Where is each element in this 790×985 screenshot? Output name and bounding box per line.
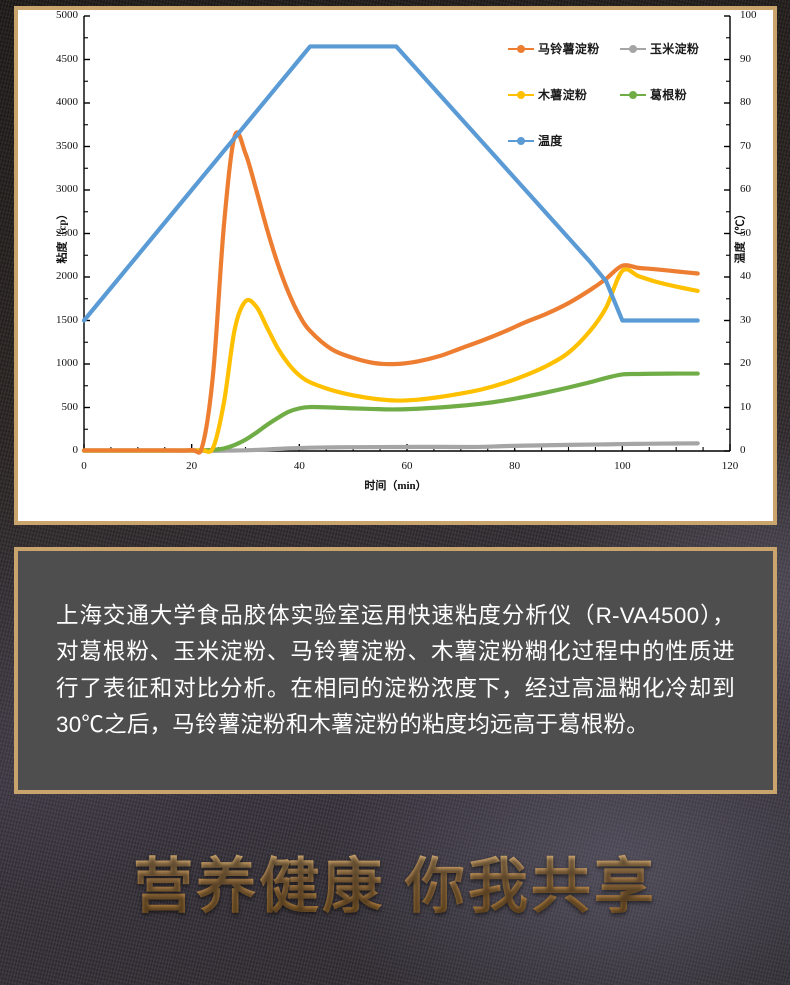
- viscosity-temperature-line-chart: [81, 15, 731, 455]
- chart-area: 粘度（cp） 温度（℃） 时间（min） 0 500 1000 1500 2000 250…: [18, 9, 773, 521]
- y-axis-left-tick: 500: [61, 400, 79, 413]
- legend-label-potato-starch: 马铃薯淀粉: [538, 42, 600, 56]
- y-axis-left-tick: 3500: [56, 139, 78, 152]
- headline-slogan: 营养健康 你我共享: [0, 838, 790, 925]
- legend-item-cassava-starch[interactable]: 木薯淀粉: [508, 86, 620, 103]
- x-axis-tick: 100: [614, 460, 631, 472]
- y-axis-left-tick: 2500: [56, 226, 78, 239]
- y-axis-left-tick: 1000: [56, 357, 78, 369]
- y-axis-left-tick: 1500: [56, 313, 78, 326]
- y-axis-right-tick: 80: [740, 96, 751, 108]
- legend-marker-temperature: [508, 136, 534, 146]
- description-text: 上海交通大学食品胶体实验室运用快速粘度分析仪（R-VA4500），对葛根粉、玉米…: [56, 602, 735, 737]
- legend-label-kudzu-powder: 葛根粉: [650, 88, 687, 102]
- x-axis-tick: 0: [81, 460, 87, 472]
- y-axis-left-tick: 4500: [56, 52, 78, 65]
- x-axis-tick: 60: [401, 460, 413, 472]
- y-axis-right-tick: 100: [740, 9, 757, 21]
- x-axis-title: 时间（min）: [364, 480, 427, 492]
- y-axis-right-tick: 90: [740, 52, 751, 65]
- legend-item-temperature[interactable]: 温度: [508, 132, 620, 149]
- description-panel: 上海交通大学食品胶体实验室运用快速粘度分析仪（R-VA4500），对葛根粉、玉米…: [14, 547, 777, 794]
- y-axis-left-tick: 5000: [56, 9, 78, 21]
- legend-marker-corn-starch: [620, 44, 646, 54]
- x-axis-tick: 120: [721, 460, 739, 472]
- y-axis-right-tick: 20: [740, 357, 751, 369]
- legend-marker-potato-starch: [508, 44, 534, 54]
- y-axis-left-tick: 4000: [56, 96, 78, 108]
- legend-marker-kudzu-powder: [620, 90, 646, 100]
- x-axis-tick: 80: [509, 460, 521, 472]
- legend-label-cassava-starch: 木薯淀粉: [538, 88, 588, 102]
- x-axis-tick: 40: [293, 460, 305, 472]
- y-axis-right-tick: 0: [740, 444, 746, 456]
- y-axis-right-tick: 60: [740, 183, 751, 195]
- y-axis-left-tick: 3000: [56, 183, 78, 195]
- y-axis-right-tick: 70: [740, 139, 751, 152]
- chart-panel: 粘度（cp） 温度（℃） 时间（min） 0 500 1000 1500 2000 250…: [14, 6, 777, 525]
- y-axis-right-tick: 50: [740, 226, 751, 239]
- legend-label-temperature: 温度: [538, 134, 563, 148]
- y-axis-left-tick: 0: [72, 444, 79, 456]
- y-axis-left-tick: 2000: [56, 270, 78, 282]
- legend-label-corn-starch: 玉米淀粉: [650, 42, 700, 56]
- legend-marker-cassava-starch: [508, 90, 534, 100]
- chart-legend: 马铃薯淀粉 玉米淀粉 木薯淀粉 葛根粉 温度: [508, 40, 723, 149]
- y-axis-right-tick: 10: [740, 400, 751, 413]
- legend-item-kudzu-powder[interactable]: 葛根粉: [620, 86, 720, 103]
- x-axis-tick: 20: [186, 460, 198, 472]
- legend-item-potato-starch[interactable]: 马铃薯淀粉: [508, 40, 620, 57]
- y-axis-right-tick: 30: [740, 313, 751, 326]
- y-axis-right-tick: 40: [740, 270, 751, 282]
- legend-item-corn-starch[interactable]: 玉米淀粉: [620, 40, 720, 57]
